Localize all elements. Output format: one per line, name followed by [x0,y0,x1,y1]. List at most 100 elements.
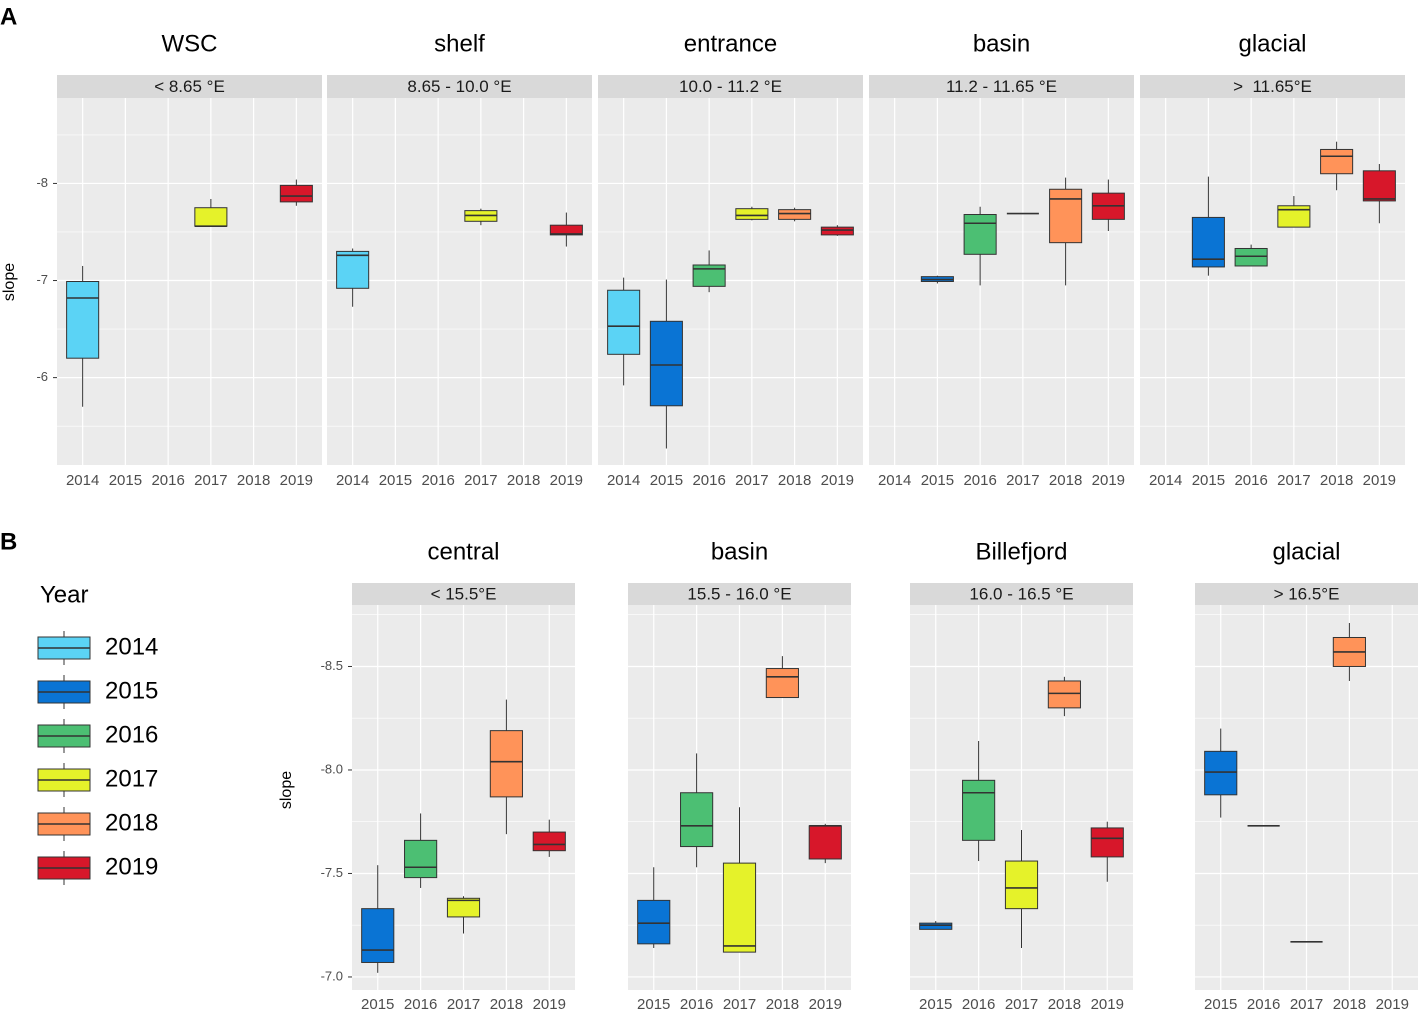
box [963,214,997,255]
facet-strip [327,75,592,98]
x-tick-label: 2018 [766,996,799,1012]
x-tick-label: 2014 [66,472,99,489]
box [549,224,583,236]
box [692,264,726,287]
x-tick-label: 2015 [921,472,954,489]
box [279,184,313,203]
box [361,908,395,963]
box [1047,680,1081,709]
y-tick-label: -8.5 [321,658,343,673]
x-tick-label: 2016 [1234,472,1267,489]
x-tick-label: 2014 [336,472,369,489]
box [1004,860,1039,910]
legend-title: Year [40,581,89,608]
box [489,730,523,798]
legend-label: 2018 [105,809,158,836]
facet-strip-label: < 15.5°E [431,584,497,603]
box [194,207,228,227]
box [1320,148,1354,175]
facet-title: entrance [684,30,777,57]
x-tick-label: 2016 [692,472,725,489]
x-tick-label: 2017 [1290,996,1323,1012]
x-tick-label: 2018 [778,472,811,489]
x-tick-label: 2019 [280,472,313,489]
facet-title: Billefjord [975,538,1067,565]
x-tick-label: 2016 [421,472,454,489]
box [649,320,683,407]
x-tick-label: 2019 [809,996,842,1012]
x-tick-label: 2014 [1149,472,1182,489]
box [962,779,996,841]
facet-title: basin [711,538,768,565]
facet-strip [628,583,851,605]
facet-title: basin [973,30,1030,57]
y-tick-label: -8 [36,175,48,190]
y-tick-label: -7.5 [321,865,343,880]
x-tick-label: 2015 [650,472,683,489]
facet-strip-label: 8.65 - 10.0 °E [407,77,511,96]
box [637,899,671,945]
facet-strip [1140,75,1405,98]
x-tick-label: 2019 [821,472,854,489]
facet-strip [598,75,863,98]
facet-strip-label: 16.0 - 16.5 °E [969,584,1073,603]
box [607,289,641,355]
x-tick-label: 2016 [151,472,184,489]
x-tick-label: 2019 [533,996,566,1012]
x-tick-label: 2017 [1006,472,1039,489]
y-tick-label: -8.0 [321,761,343,776]
panel-background [598,98,863,465]
y-tick-label: -7.0 [321,968,343,983]
x-tick-label: 2018 [237,472,270,489]
panel-background [1140,98,1405,465]
x-tick-label: 2015 [109,472,142,489]
x-tick-label: 2015 [1204,996,1237,1012]
facet-strip-label: 10.0 - 11.2 °E [679,77,782,96]
box [820,226,854,236]
legend-label: 2015 [105,677,158,704]
facet-strip [352,583,575,605]
panel-background [57,98,322,465]
panel-letter: A [0,3,17,30]
box [778,209,812,220]
x-tick-label: 2016 [1247,996,1280,1012]
facet-title: shelf [434,30,485,57]
box [1204,750,1238,796]
box [446,897,481,918]
box [1277,205,1311,228]
panel-background [869,98,1134,465]
x-tick-label: 2018 [1048,996,1081,1012]
x-tick-label: 2016 [680,996,713,1012]
x-tick-label: 2017 [735,472,768,489]
box [808,825,842,860]
box [1049,188,1083,244]
x-tick-label: 2015 [637,996,670,1012]
legend-label: 2014 [105,633,158,660]
box [722,862,757,953]
y-tick-label: -7 [36,272,48,287]
x-tick-label: 2018 [1333,996,1366,1012]
facet-title: glacial [1238,30,1306,57]
y-axis-title: slope [278,771,295,809]
box [404,839,438,879]
panel-letter: B [0,528,17,555]
x-tick-label: 2018 [490,996,523,1012]
x-tick-label: 2017 [1277,472,1310,489]
facet-strip-label: > 16.5°E [1274,584,1340,603]
x-tick-label: 2017 [1005,996,1038,1012]
legend-label: 2017 [105,765,158,792]
facet-title: glacial [1272,538,1340,565]
y-axis-title: slope [1,263,18,301]
x-tick-label: 2019 [1091,996,1124,1012]
x-tick-label: 2019 [1363,472,1396,489]
x-tick-label: 2016 [962,996,995,1012]
facet-strip [869,75,1134,98]
box [1362,170,1396,202]
x-tick-label: 2015 [361,996,394,1012]
box [735,208,769,220]
legend-label: 2019 [105,853,158,880]
x-tick-label: 2019 [550,472,583,489]
x-tick-label: 2018 [1049,472,1082,489]
x-tick-label: 2015 [379,472,412,489]
